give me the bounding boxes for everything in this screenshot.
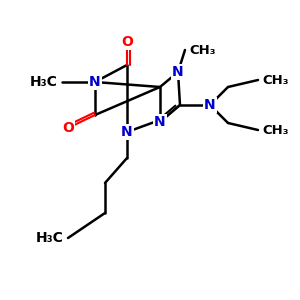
Text: N: N — [172, 65, 184, 79]
Text: CH₃: CH₃ — [262, 74, 289, 86]
Text: CH₃: CH₃ — [262, 124, 289, 136]
Text: N: N — [89, 75, 101, 89]
Text: H₃C: H₃C — [30, 75, 58, 89]
Text: N: N — [154, 115, 166, 129]
Text: N: N — [204, 98, 216, 112]
Text: N: N — [121, 125, 133, 139]
Text: H₃C: H₃C — [36, 231, 64, 245]
Text: CH₃: CH₃ — [189, 44, 215, 56]
Text: O: O — [62, 121, 74, 135]
Text: O: O — [121, 35, 133, 49]
